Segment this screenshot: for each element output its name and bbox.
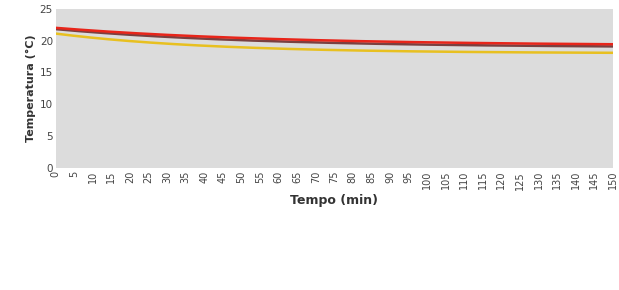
Legend: Referência, A1, A2: Referência, A1, A2 <box>228 289 440 290</box>
X-axis label: Tempo (min): Tempo (min) <box>290 194 378 207</box>
Y-axis label: Temperatura (°C): Temperatura (°C) <box>25 35 35 142</box>
